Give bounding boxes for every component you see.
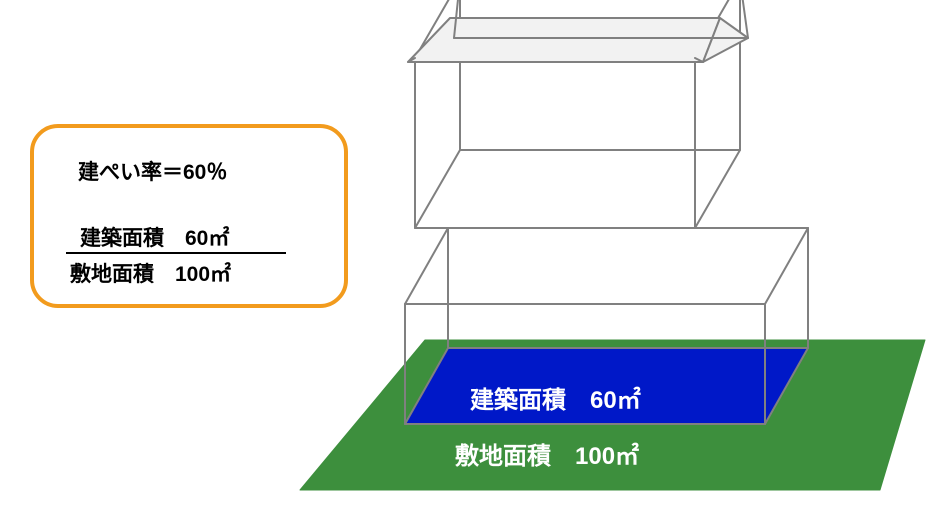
ratio-title: 建ぺい率＝60％ bbox=[78, 156, 227, 186]
site-area-label: 敷地面積 100㎡ bbox=[455, 436, 639, 471]
ratio-fraction-line bbox=[66, 252, 286, 254]
ratio-denominator: 敷地面積 100㎡ bbox=[70, 258, 231, 288]
building-area-label: 建築面積 60㎡ bbox=[470, 380, 641, 415]
ratio-numerator: 建築面積 60㎡ bbox=[80, 222, 229, 252]
